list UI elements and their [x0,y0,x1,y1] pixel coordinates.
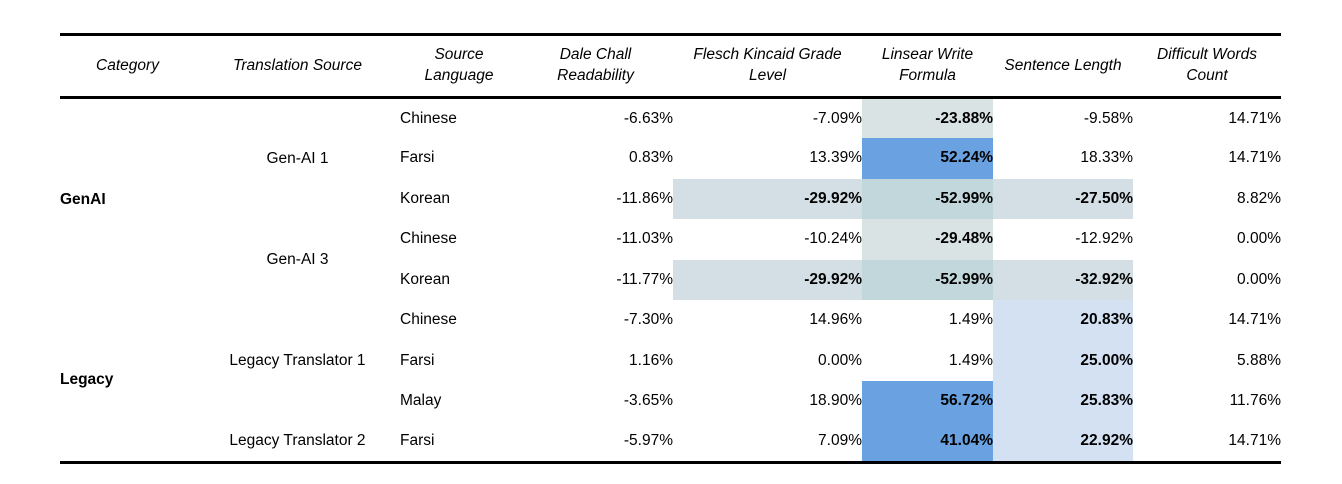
metric-cell: 20.83% [993,300,1133,341]
table-row: Korean -11.86% -29.92% -52.99% -27.50% 8.82% [60,178,1281,219]
metric-cell: 11.76% [1229,392,1281,410]
metric-cell: 25.00% [993,340,1133,381]
translation-source-cell-gen-ai-3: Gen-AI 3 [266,250,329,268]
language-cell: Farsi [400,149,435,167]
metric-cell: 1.16% [629,351,673,369]
metric-cell: -7.09% [812,109,862,127]
language-cell: Farsi [400,432,435,449]
metric-cell: 1.49% [949,311,993,329]
metric-cell: -5.97% [623,432,673,449]
readability-table: Category Translation Source Source Languag… [60,33,1281,464]
header-row: Category Translation Source Source Languag… [60,34,1281,99]
metric-cell: 0.83% [629,149,673,167]
table-body: GenAI Gen-AI 1 Chinese -6.63% -7.09% -23.88% -… [60,97,1281,462]
table-row: Farsi 0.83% 13.39% 52.24% 18.33% 14.71% [60,138,1281,179]
metric-cell: 22.92% [993,421,1133,462]
metric-cell: 14.71% [1228,311,1281,329]
metric-cell: 14.71% [1228,149,1281,167]
metric-cell: 18.33% [1080,149,1133,167]
metric-cell: -27.50% [993,178,1133,219]
table-row: Korean -11.77% -29.92% -52.99% -32.92% 0.00% [60,259,1281,300]
metric-cell: 5.88% [1237,351,1281,369]
column-header-source-language: Source Language [400,34,518,99]
metric-cell: 8.82% [1237,189,1281,207]
language-cell: Chinese [400,230,457,248]
metric-cell: 0.00% [818,351,862,369]
language-cell: Korean [400,189,450,207]
metric-cell: 0.00% [1237,270,1281,288]
metric-cell: 13.39% [809,149,862,167]
metric-cell: -3.65% [623,392,673,410]
metric-cell: -9.58% [1083,109,1133,127]
metric-cell: 18.90% [809,392,862,410]
metric-cell: -23.88% [862,97,993,138]
metric-cell: -52.99% [862,259,993,300]
language-cell: Chinese [400,311,457,329]
metric-cell: -11.86% [616,189,673,207]
metric-cell: -7.30% [623,311,673,329]
metric-cell: -10.24% [804,230,862,248]
translation-source-cell-gen-ai-1: Gen-AI 1 [266,150,329,167]
metric-cell: -11.03% [616,230,673,248]
column-header-translation-source: Translation Source [195,34,400,99]
table-row: Farsi 1.16% 0.00% 1.49% 25.00% 5.88% [60,340,1281,381]
metric-cell: -11.77% [616,270,673,288]
table-row: Legacy Legacy Translator 1 Chinese -7.30% 14… [60,300,1281,388]
metric-cell: 41.04% [862,421,993,462]
readability-comparison-section: Category Translation Source Source Languag… [60,33,1281,464]
table-row: Gen-AI 3 Chinese -11.03% -10.24% -29.48% -12.… [60,219,1281,268]
metric-cell: 14.71% [1228,109,1281,127]
metric-cell: -29.48% [862,219,993,260]
translation-source-cell-legacy-translator-1: Legacy Translator 1 [229,351,366,369]
table-row: GenAI Gen-AI 1 Chinese -6.63% -7.09% -23.88% -… [60,97,1281,208]
metric-cell: -29.92% [673,259,862,300]
metric-cell: 52.24% [862,138,993,179]
metric-cell: -12.92% [1075,230,1133,248]
metric-cell: 14.71% [1228,432,1281,449]
category-cell-legacy: Legacy [60,371,114,389]
language-cell: Korean [400,270,450,288]
metric-cell: -29.92% [673,178,862,219]
metric-cell: 0.00% [1237,230,1281,248]
column-header-flesch-kincaid-grade-level: Flesch Kincaid Grade Level [673,34,862,99]
metric-cell: 1.49% [949,351,993,369]
column-header-linsear-write-formula: Linsear Write Formula [862,34,993,99]
column-header-sentence-length: Sentence Length [993,34,1133,99]
column-header-difficult-words-count: Difficult Words Count [1133,34,1281,99]
metric-cell: 56.72% [862,381,993,422]
table-row: Legacy Translator 2 Farsi -5.97% 7.09% 41.04… [60,421,1281,462]
column-header-dale-chall-readability: Dale Chall Readability [518,34,673,99]
metric-cell: 14.96% [809,311,862,329]
language-cell: Malay [400,392,442,410]
metric-cell: -6.63% [623,109,673,127]
table-row: Malay -3.65% 18.90% 56.72% 25.83% 11.76% [60,381,1281,422]
language-cell: Chinese [400,109,457,127]
metric-cell: -52.99% [862,178,993,219]
column-header-category: Category [60,34,195,99]
table-header: Category Translation Source Source Languag… [60,34,1281,99]
metric-cell: -32.92% [993,259,1133,300]
metric-cell: 25.83% [993,381,1133,422]
language-cell: Farsi [400,351,435,369]
translation-source-cell-legacy-translator-2: Legacy Translator 2 [229,432,366,449]
metric-cell: 7.09% [818,432,862,449]
category-cell-genai: GenAI [60,190,106,208]
